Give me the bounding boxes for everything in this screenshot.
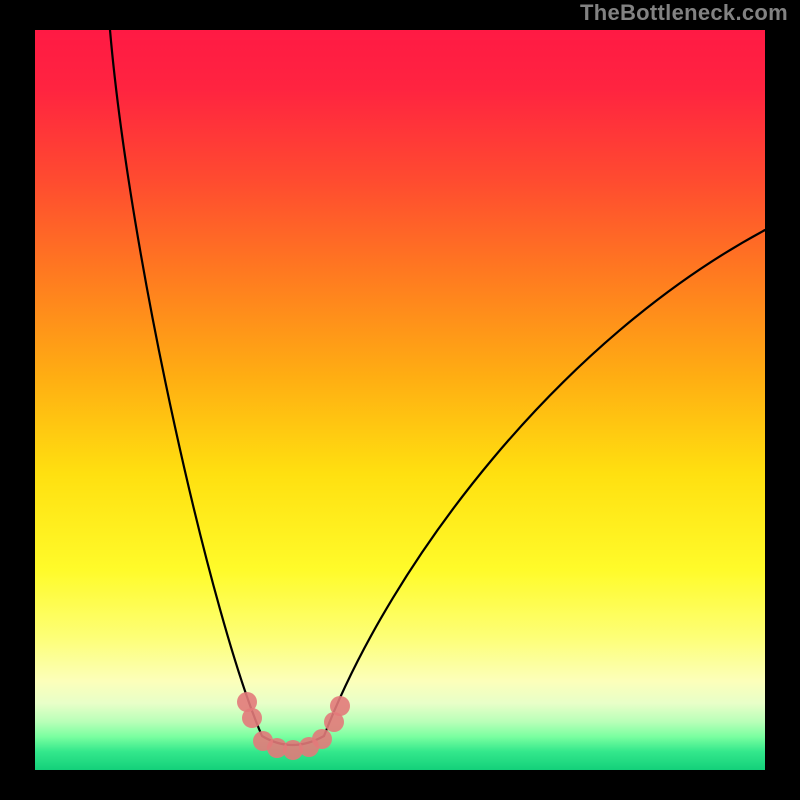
data-marker bbox=[312, 729, 332, 749]
gradient-plot-area bbox=[35, 30, 765, 770]
data-marker bbox=[330, 696, 350, 716]
bottleneck-chart-svg bbox=[0, 0, 800, 800]
watermark-text: TheBottleneck.com bbox=[580, 0, 788, 26]
data-marker bbox=[242, 708, 262, 728]
chart-stage: TheBottleneck.com bbox=[0, 0, 800, 800]
